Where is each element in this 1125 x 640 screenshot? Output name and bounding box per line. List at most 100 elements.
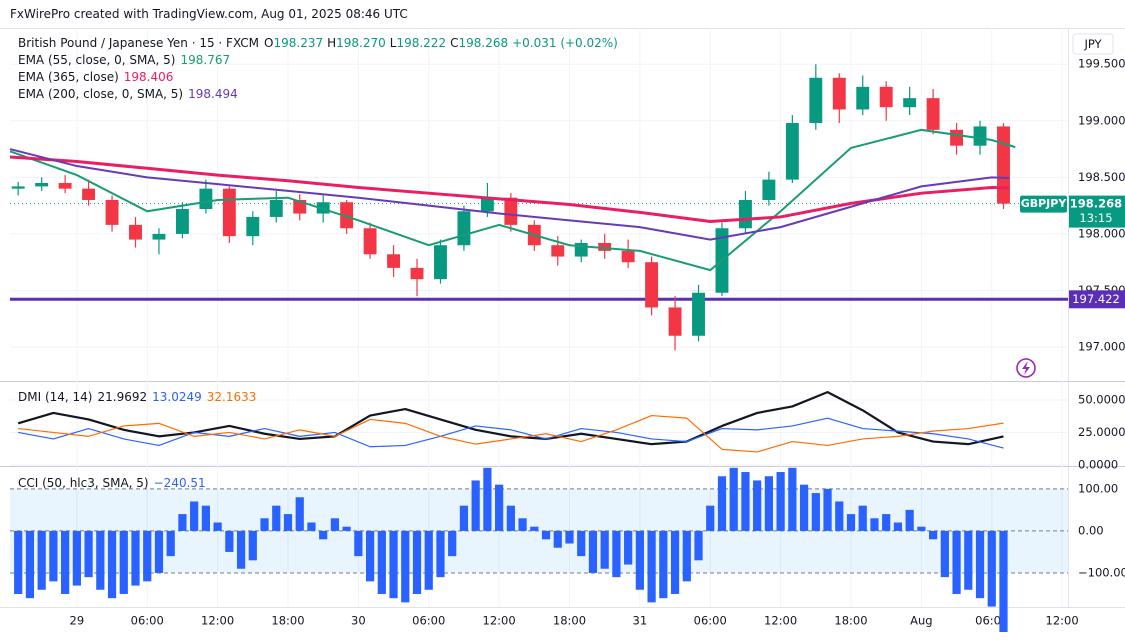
cci-bar (330, 518, 340, 531)
cci-bar (588, 530, 598, 573)
legend-row: EMA (55, close, 0, SMA, 5) 198.767 (18, 52, 235, 69)
cci-bar (412, 530, 422, 594)
candle-body (58, 183, 72, 189)
cci-bar (952, 530, 961, 594)
indicator-name: DMI (14, 14) (18, 390, 93, 404)
cci-bar (741, 472, 750, 531)
ohlc-key: O (264, 36, 274, 50)
cci-bar (788, 467, 797, 531)
cci-bar (659, 530, 668, 599)
x-tick-label: 12:00 (483, 614, 516, 628)
cci-bar (471, 480, 480, 531)
ohlc-key: C (450, 36, 459, 50)
x-tick-label: 12:00 (201, 614, 234, 628)
y-tick-label: 0.00 (1078, 523, 1104, 537)
level-label: 197.422 (1072, 292, 1120, 306)
candle-body (762, 179, 776, 200)
cci-bar (49, 530, 58, 582)
candle-body (551, 245, 565, 257)
ohlc-value: 198.237 (273, 36, 324, 50)
candle-body (504, 197, 518, 225)
cci-bar (940, 530, 949, 578)
cci-bar (14, 530, 23, 594)
cci-bar (283, 514, 293, 531)
candle-body (973, 126, 987, 146)
legend-row: DMI (14, 14) 21.9692 13.0249 32.1633 (18, 389, 261, 406)
candle-body (926, 98, 940, 130)
candle-body (82, 188, 96, 200)
x-tick-label: Aug (910, 614, 932, 628)
cci-bar (964, 530, 973, 590)
ohlc-value: 198.268 (458, 36, 509, 50)
cci-bar (929, 530, 938, 540)
cci-bar (541, 530, 551, 540)
cci-bar (213, 522, 222, 531)
cci-bar (565, 530, 574, 544)
y-tick-label: 198.500 (1078, 170, 1125, 184)
ohlc-value: 198.222 (396, 36, 447, 50)
candle-body (879, 86, 893, 108)
cci-bar (717, 476, 727, 531)
cci-bar (448, 530, 457, 557)
ohlc-key: H (327, 36, 337, 50)
cci-bar (647, 530, 656, 603)
x-tick-label: 06:00 (412, 614, 445, 628)
cci-bar (260, 518, 269, 531)
y-tick-label: 198.000 (1078, 226, 1125, 240)
cci-bar (365, 530, 375, 582)
x-tick-label: 18:00 (271, 614, 304, 628)
countdown: 13:15 (1079, 211, 1112, 225)
cci-bar (612, 530, 621, 578)
cci-bar (377, 530, 386, 594)
candle-body (903, 98, 917, 108)
cci-bar (154, 530, 164, 573)
currency-bg (1072, 33, 1114, 55)
cci-bar (882, 514, 891, 531)
x-tick-label: 29 (70, 614, 85, 628)
cci-bar (635, 530, 644, 590)
indicator-value: 13.0249 (152, 390, 202, 404)
y-tick-label: 197.000 (1078, 340, 1125, 354)
cci-bar (553, 530, 562, 548)
ohlc-key: L (389, 36, 397, 50)
cci-bar (436, 530, 445, 578)
cci-bar (295, 497, 304, 531)
cci-bar (495, 484, 504, 531)
x-tick-label: 18:00 (553, 614, 586, 628)
alert-icon[interactable] (1016, 358, 1036, 378)
cci-bar (319, 530, 328, 540)
ohlc-item: L198.222 (390, 36, 446, 50)
candle-body (129, 224, 142, 240)
candle-body (387, 254, 401, 268)
cci-bar (25, 530, 35, 599)
cci-bar (917, 526, 926, 531)
cci-bar (248, 530, 257, 561)
cci-bar (846, 514, 856, 531)
candle-body (809, 77, 823, 124)
indicator-value: 198.406 (123, 70, 174, 84)
candle-body (668, 307, 682, 336)
cci-bar (459, 505, 469, 531)
cci-bar (190, 501, 199, 531)
indicator-value: 198.767 (180, 53, 231, 67)
cci-bar (72, 530, 81, 586)
cci-bar (706, 505, 715, 531)
cci-bar (600, 530, 609, 569)
cci-bar (530, 526, 539, 531)
cci-bar (201, 505, 210, 531)
indicator-name: EMA (365, close) (18, 70, 119, 84)
cci-bar (776, 472, 785, 531)
cci-bar (236, 530, 246, 569)
change: +0.031 (+0.02%) (512, 36, 618, 50)
candle-body (152, 233, 166, 240)
cci-bar (670, 530, 680, 594)
symbol-title: British Pound / Japanese Yen · 15 · FXCM (18, 36, 260, 50)
indicator-line (18, 414, 1004, 453)
candle-body (175, 209, 189, 234)
cci-bar (987, 530, 996, 607)
candle-body (340, 202, 354, 229)
indicator-name: EMA (55, close, 0, SMA, 5) (18, 53, 176, 67)
cci-bar (483, 467, 492, 531)
cci-bar (37, 530, 46, 590)
cci-bar (107, 530, 117, 599)
